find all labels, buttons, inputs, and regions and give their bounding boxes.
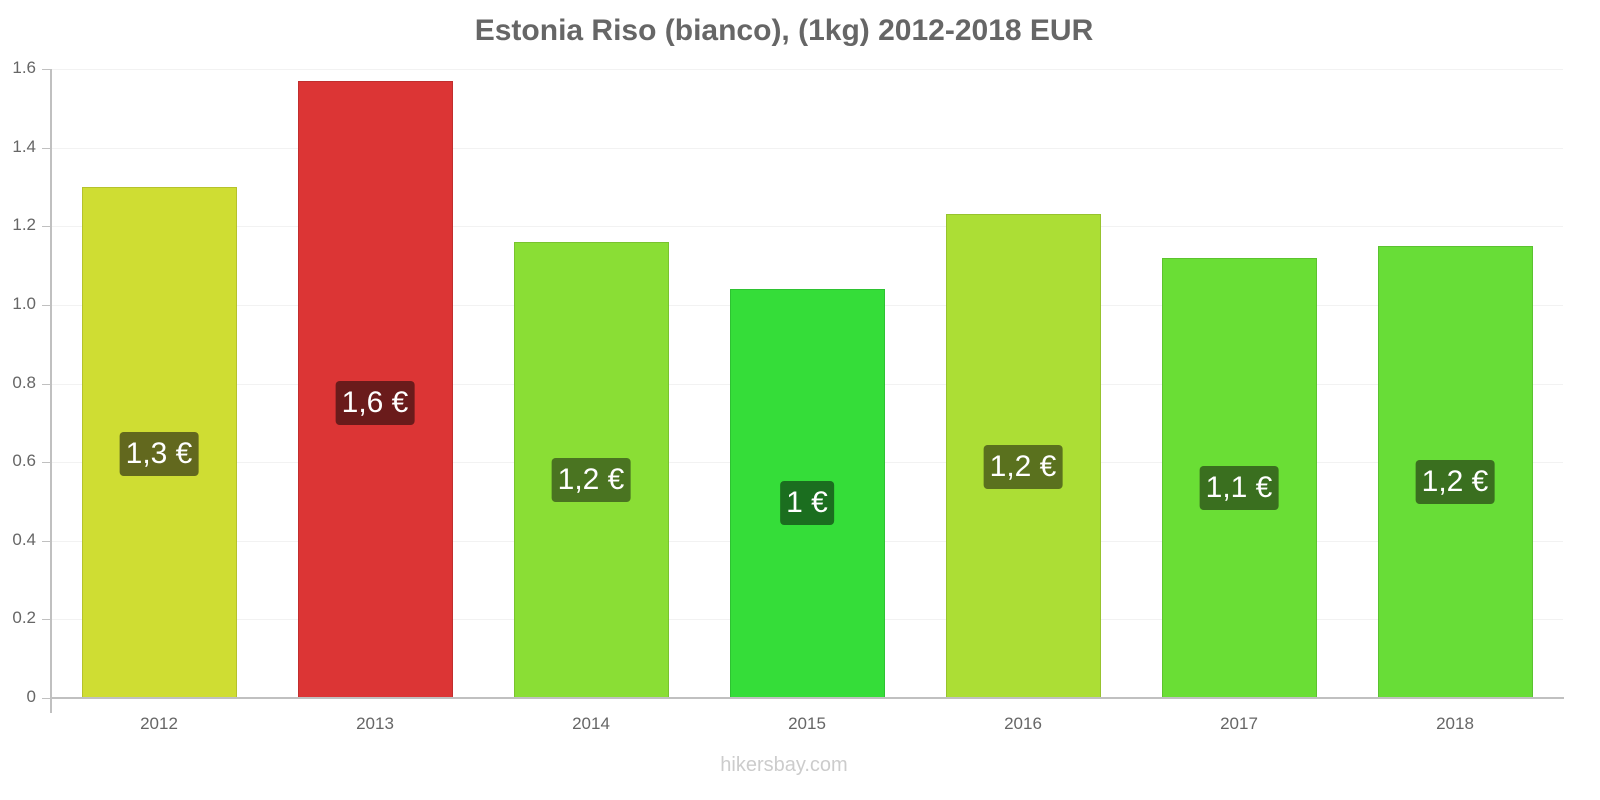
bar-value-label: 1,1 €	[1199, 465, 1279, 510]
y-tick-mark	[42, 619, 51, 621]
y-tick-label: 1.6	[12, 58, 36, 77]
y-tick-mark	[42, 69, 51, 70]
plot-area: 1,3 € 1,6 € 1,2 € 1 € 1,2 € 1,1 € 1,2 €	[51, 69, 1563, 699]
x-tick-label: 2016	[1004, 714, 1042, 733]
bar-2018: 1,2 €	[1377, 245, 1533, 698]
bar-value-label: 1,2 €	[551, 458, 631, 503]
y-tick-mark	[42, 147, 51, 149]
y-tick-label: 1.2	[12, 215, 36, 235]
x-tick-label: 2014	[572, 714, 610, 733]
y-tick-mark	[42, 462, 51, 464]
y-tick-mark	[42, 383, 51, 385]
x-tick-label: 2017	[1220, 714, 1258, 733]
x-tick-label: 2018	[1436, 714, 1474, 733]
y-axis-line	[50, 69, 52, 713]
chart-title: Estonia Riso (bianco), (1kg) 2012-2018 E…	[474, 14, 1094, 47]
source-watermark: hikersbay.com	[720, 754, 848, 776]
y-tick-label: 0.4	[12, 529, 36, 549]
gridline	[51, 226, 1563, 228]
bar-value-label: 1 €	[780, 480, 834, 525]
x-tick-label: 2013	[356, 714, 394, 733]
bar-2012: 1,3 €	[81, 186, 237, 698]
bar-value-label: 1,6 €	[335, 380, 415, 425]
y-tick-label: 0.2	[12, 608, 36, 628]
gridline	[51, 147, 1563, 149]
y-tick-label: 0	[26, 687, 36, 706]
y-tick-mark	[42, 304, 51, 306]
y-tick-label: 0.6	[12, 451, 36, 471]
bar-2014: 1,2 €	[513, 241, 669, 698]
y-tick-label: 1.0	[12, 293, 36, 313]
bar-2015: 1 €	[729, 289, 885, 698]
bar-value-label: 1,2 €	[1415, 459, 1495, 504]
y-tick-mark	[42, 540, 51, 542]
y-tick-mark	[42, 226, 51, 228]
bar-2013: 1,6 €	[297, 80, 453, 698]
x-tick-label: 2015	[788, 714, 826, 733]
x-axis-line	[50, 697, 1564, 699]
y-tick-label: 0.8	[12, 372, 36, 392]
bar-2016: 1,2 €	[945, 214, 1101, 698]
bar-2017: 1,1 €	[1161, 257, 1317, 698]
y-tick-mark	[42, 698, 51, 699]
bar-value-label: 1,2 €	[983, 444, 1063, 489]
gridline	[51, 69, 1563, 70]
y-tick-label: 1.4	[12, 136, 36, 156]
bar-value-label: 1,3 €	[119, 431, 199, 476]
x-tick-label: 2012	[140, 714, 178, 733]
